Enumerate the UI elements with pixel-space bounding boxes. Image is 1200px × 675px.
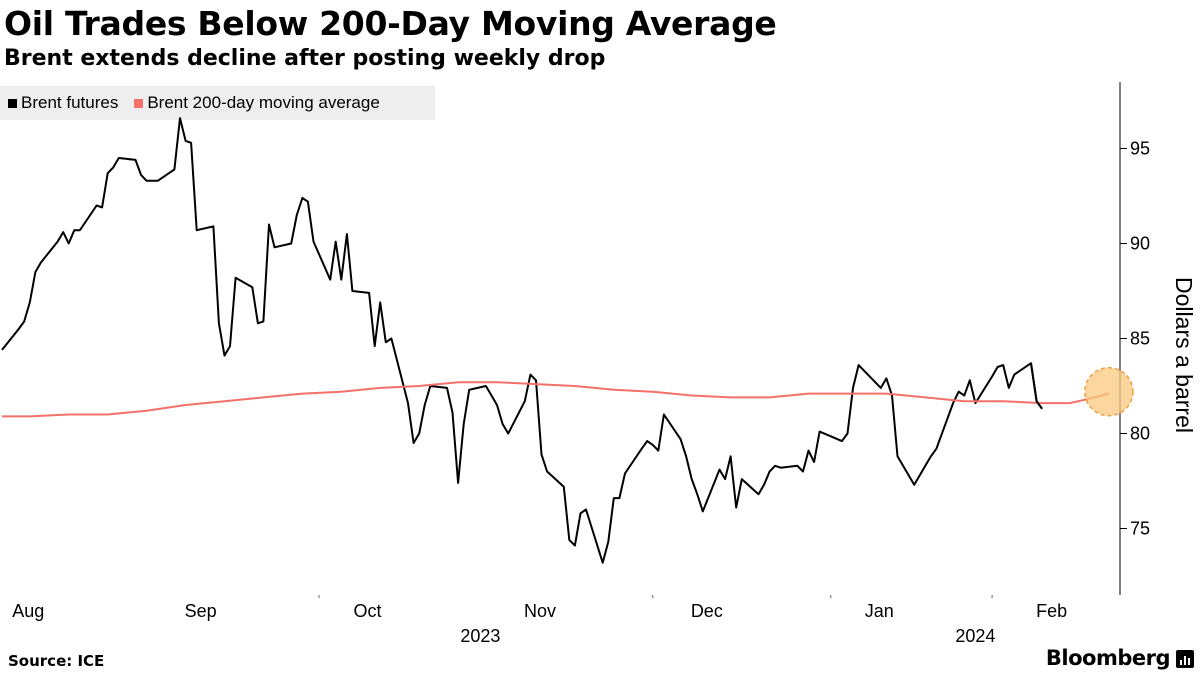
y-tick-label: 95 (1130, 139, 1150, 159)
x-year-label: 2023 (460, 626, 500, 646)
moving-average-line (2, 381, 1110, 418)
x-tick-label: Aug (12, 601, 44, 621)
x-year-label: 2024 (955, 626, 995, 646)
x-tick-label: Jan (865, 601, 894, 621)
x-tick-label: Feb (1036, 601, 1067, 621)
chart-title: Oil Trades Below 200-Day Moving Average (4, 4, 777, 43)
brand-logo: Bloomberg (1045, 646, 1171, 670)
legend-item-moving-average: Brent 200-day moving average (134, 93, 380, 113)
legend-swatch-brent (8, 98, 17, 108)
x-tick-label: Nov (524, 601, 556, 621)
brent-futures-line-tail (1030, 363, 1043, 410)
x-tick-label: Sep (185, 601, 217, 621)
legend-swatch-moving-average (134, 98, 144, 108)
x-tick-label: Oct (354, 601, 382, 621)
chart-subtitle: Brent extends decline after posting week… (4, 46, 606, 71)
chart-legend: Brent futures Brent 200-day moving avera… (0, 86, 435, 120)
legend-label-brent: Brent futures (21, 93, 119, 112)
x-tick-label: Dec (691, 601, 723, 621)
legend-label-moving-average: Brent 200-day moving average (147, 93, 380, 112)
bloomberg-terminal-icon (1176, 650, 1194, 668)
y-tick-label: 80 (1130, 424, 1150, 444)
y-tick-label: 75 (1130, 519, 1150, 539)
brent-futures-line (1, 117, 1043, 564)
source-note: Source: ICE (8, 652, 105, 670)
y-tick-label: 85 (1130, 329, 1150, 349)
legend-item-brent: Brent futures (8, 93, 118, 113)
highlight-circle (1084, 366, 1134, 417)
y-tick-label: 90 (1130, 234, 1150, 254)
y-axis-title: Dollars a barrel (1171, 277, 1197, 433)
